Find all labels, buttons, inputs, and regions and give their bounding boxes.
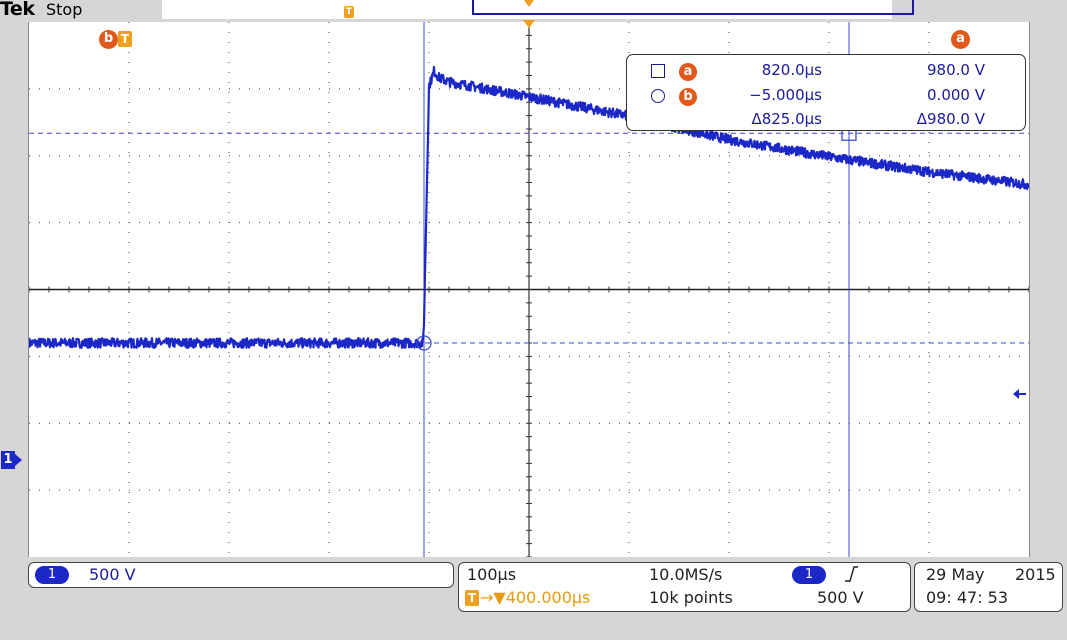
trigger-icon: T [465,590,479,606]
cursor-a-badge: a [679,63,697,81]
cursor-b-circle-marker [416,335,432,351]
trigger-position-marker[interactable]: T [118,31,132,47]
left-arrow-icon [1013,389,1026,399]
sample-rate: 10.0MS/s [649,565,723,584]
record-window-indicator[interactable] [472,0,914,15]
cursor-delta-row: Δ825.0µs Δ980.0 V [627,108,1027,130]
trigger-source-badge: 1 [792,566,826,584]
channel-1-scale-box[interactable]: 1 500 V [28,562,454,588]
cursor-a-time: 820.0µs [761,61,822,79]
cursor-delta-time: Δ825.0µs [751,110,822,128]
expansion-point-icon [524,0,534,7]
channel-1-waveform [29,65,1029,349]
circle-cursor-icon [651,89,665,103]
cursor-readout-panel[interactable]: a 820.0µs 980.0 V b −5.000µs 0.000 V Δ82… [626,54,1026,131]
cursor-b-time: −5.000µs [749,86,822,104]
square-cursor-icon [651,64,665,78]
time-per-division: 100µs [467,565,517,584]
clock-time: 09: 47: 53 [926,588,1009,607]
cursor-b-badge: b [679,88,697,106]
trigger-position-value: →▼400.000µs [480,588,591,607]
date-time-box: 29 May 2015 09: 47: 53 [914,562,1063,612]
horizontal-trigger-box[interactable]: 100µs 10.0MS/s T →▼400.000µs 10k points … [458,562,911,612]
cursor-delta-value: Δ980.0 V [916,110,985,128]
trigger-level: 500 V [817,588,864,607]
date: 29 May [926,565,985,584]
record-view-bar[interactable]: T [162,0,914,19]
cursor-a-row: a 820.0µs 980.0 V [627,59,1027,81]
cursor-b-row: b −5.000µs 0.000 V [627,84,1027,106]
record-trigger-icon: T [344,6,354,18]
record-length: 10k points [649,588,733,607]
cursor-b-value: 0.000 V [927,86,985,104]
channel-1-ground-marker[interactable]: 1 [0,451,22,469]
cursor-a-value: 980.0 V [927,61,985,79]
center-expansion-icon [523,20,535,28]
top-status-bar: Tek Stop T [0,0,1067,22]
rising-edge-icon [845,566,858,582]
channel-1-volts-per-div: 500 V [89,565,136,584]
year: 2015 [1015,565,1056,584]
cursor-a-marker[interactable]: a [951,30,970,49]
cursor-b-marker[interactable]: b [99,30,118,49]
channel-1-badge: 1 [35,566,69,584]
brand-logo: Tek [0,0,35,20]
acquisition-state[interactable]: Stop [46,0,83,19]
